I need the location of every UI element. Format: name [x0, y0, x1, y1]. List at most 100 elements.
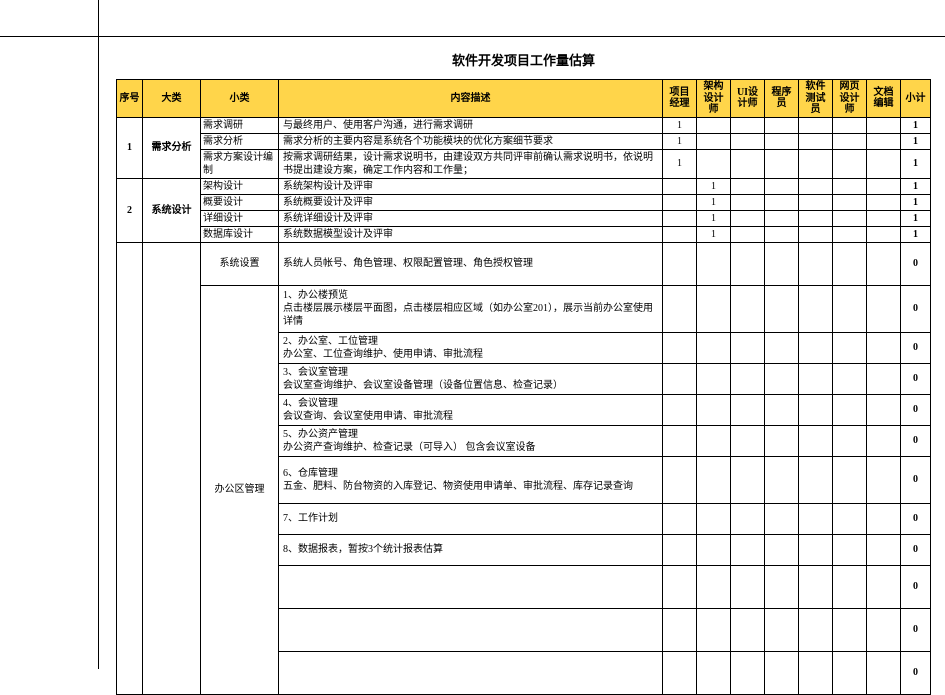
- role-cell: [663, 285, 697, 332]
- role-cell: [799, 651, 833, 694]
- role-cell: [799, 178, 833, 194]
- sum-cell: 0: [901, 425, 931, 456]
- idx-cell: [117, 242, 143, 694]
- role-cell: [833, 226, 867, 242]
- role-cell: [663, 503, 697, 534]
- role-cell: 1: [663, 133, 697, 149]
- sum-cell: 0: [901, 534, 931, 565]
- role-cell: [867, 117, 901, 133]
- role-cell: [765, 117, 799, 133]
- role-cell: 1: [663, 149, 697, 178]
- role-cell: [867, 133, 901, 149]
- role-cell: [731, 117, 765, 133]
- col-role-ui: UI设计师: [731, 80, 765, 118]
- sum-cell: 0: [901, 285, 931, 332]
- desc-cell: 1、办公楼预览点击楼层展示楼层平面图，点击楼层相应区域（如办公室201），展示当…: [279, 285, 663, 332]
- role-cell: [697, 363, 731, 394]
- role-cell: [663, 425, 697, 456]
- sum-cell: 0: [901, 394, 931, 425]
- role-cell: [663, 178, 697, 194]
- desc-cell: 系统架构设计及评审: [279, 178, 663, 194]
- role-cell: [663, 210, 697, 226]
- role-cell: [799, 425, 833, 456]
- sum-cell: 1: [901, 194, 931, 210]
- estimation-table: 序号 大类 小类 内容描述 项目经理 架构设计师 UI设计师 程序员 软件测试员…: [116, 79, 931, 695]
- role-cell: [765, 534, 799, 565]
- sub-cell: 概要设计: [201, 194, 279, 210]
- role-cell: [833, 608, 867, 651]
- role-cell: [833, 651, 867, 694]
- role-cell: [765, 226, 799, 242]
- sum-cell: 1: [901, 117, 931, 133]
- role-cell: [833, 178, 867, 194]
- sub-cell: 架构设计: [201, 178, 279, 194]
- role-cell: [799, 117, 833, 133]
- table-row: 数据库设计系统数据模型设计及评审11: [117, 226, 931, 242]
- role-cell: [731, 456, 765, 503]
- role-cell: 1: [697, 194, 731, 210]
- idx-cell: 2: [117, 178, 143, 242]
- desc-cell: 7、工作计划: [279, 503, 663, 534]
- role-cell: [799, 608, 833, 651]
- role-cell: [833, 425, 867, 456]
- role-cell: [731, 534, 765, 565]
- role-cell: [731, 503, 765, 534]
- role-cell: [867, 565, 901, 608]
- role-cell: [697, 651, 731, 694]
- role-cell: [765, 210, 799, 226]
- role-cell: [867, 363, 901, 394]
- col-role-test: 软件测试员: [799, 80, 833, 118]
- role-cell: [663, 332, 697, 363]
- role-cell: [697, 608, 731, 651]
- role-cell: [799, 332, 833, 363]
- sum-cell: 1: [901, 133, 931, 149]
- desc-cell: 系统详细设计及评审: [279, 210, 663, 226]
- sum-cell: 1: [901, 226, 931, 242]
- left-margin-rule: [98, 0, 99, 669]
- role-cell: [731, 425, 765, 456]
- desc-cell: 2、办公室、工位管理办公室、工位查询维护、使用申请、审批流程: [279, 332, 663, 363]
- role-cell: [731, 608, 765, 651]
- role-cell: [663, 565, 697, 608]
- role-cell: [731, 394, 765, 425]
- role-cell: [663, 226, 697, 242]
- top-margin-rule: [0, 36, 945, 37]
- role-cell: [731, 149, 765, 178]
- role-cell: [833, 117, 867, 133]
- col-idx: 序号: [117, 80, 143, 118]
- desc-cell: 按需求调研结果，设计需求说明书，由建设双方共同评审前确认需求说明书，依说明书提出…: [279, 149, 663, 178]
- role-cell: [799, 565, 833, 608]
- table-row: 2系统设计架构设计系统架构设计及评审11: [117, 178, 931, 194]
- role-cell: [867, 242, 901, 285]
- role-cell: [765, 503, 799, 534]
- table-row: 系统设置系统人员帐号、角色管理、权限配置管理、角色授权管理0: [117, 242, 931, 285]
- sub-cell: 需求调研: [201, 117, 279, 133]
- desc-cell: 系统概要设计及评审: [279, 194, 663, 210]
- role-cell: [833, 565, 867, 608]
- role-cell: [867, 394, 901, 425]
- role-cell: [833, 456, 867, 503]
- role-cell: [833, 242, 867, 285]
- sum-cell: 1: [901, 149, 931, 178]
- role-cell: [799, 194, 833, 210]
- role-cell: [799, 394, 833, 425]
- role-cell: [799, 226, 833, 242]
- role-cell: [663, 194, 697, 210]
- role-cell: [765, 363, 799, 394]
- role-cell: [765, 178, 799, 194]
- col-sum: 小计: [901, 80, 931, 118]
- desc-cell: 5、办公资产管理办公资产查询维护、检查记录（可导入） 包含会议室设备: [279, 425, 663, 456]
- desc-cell: 系统人员帐号、角色管理、权限配置管理、角色授权管理: [279, 242, 663, 285]
- role-cell: [731, 565, 765, 608]
- role-cell: [765, 394, 799, 425]
- sum-cell: 0: [901, 608, 931, 651]
- role-cell: [731, 194, 765, 210]
- sum-cell: 0: [901, 503, 931, 534]
- role-cell: [731, 178, 765, 194]
- table-header: 序号 大类 小类 内容描述 项目经理 架构设计师 UI设计师 程序员 软件测试员…: [117, 80, 931, 118]
- role-cell: [833, 534, 867, 565]
- desc-cell: 需求分析的主要内容是系统各个功能模块的优化方案细节要求: [279, 133, 663, 149]
- table-row: 1需求分析需求调研与最终用户、使用客户沟通，进行需求调研11: [117, 117, 931, 133]
- role-cell: [663, 651, 697, 694]
- role-cell: [697, 133, 731, 149]
